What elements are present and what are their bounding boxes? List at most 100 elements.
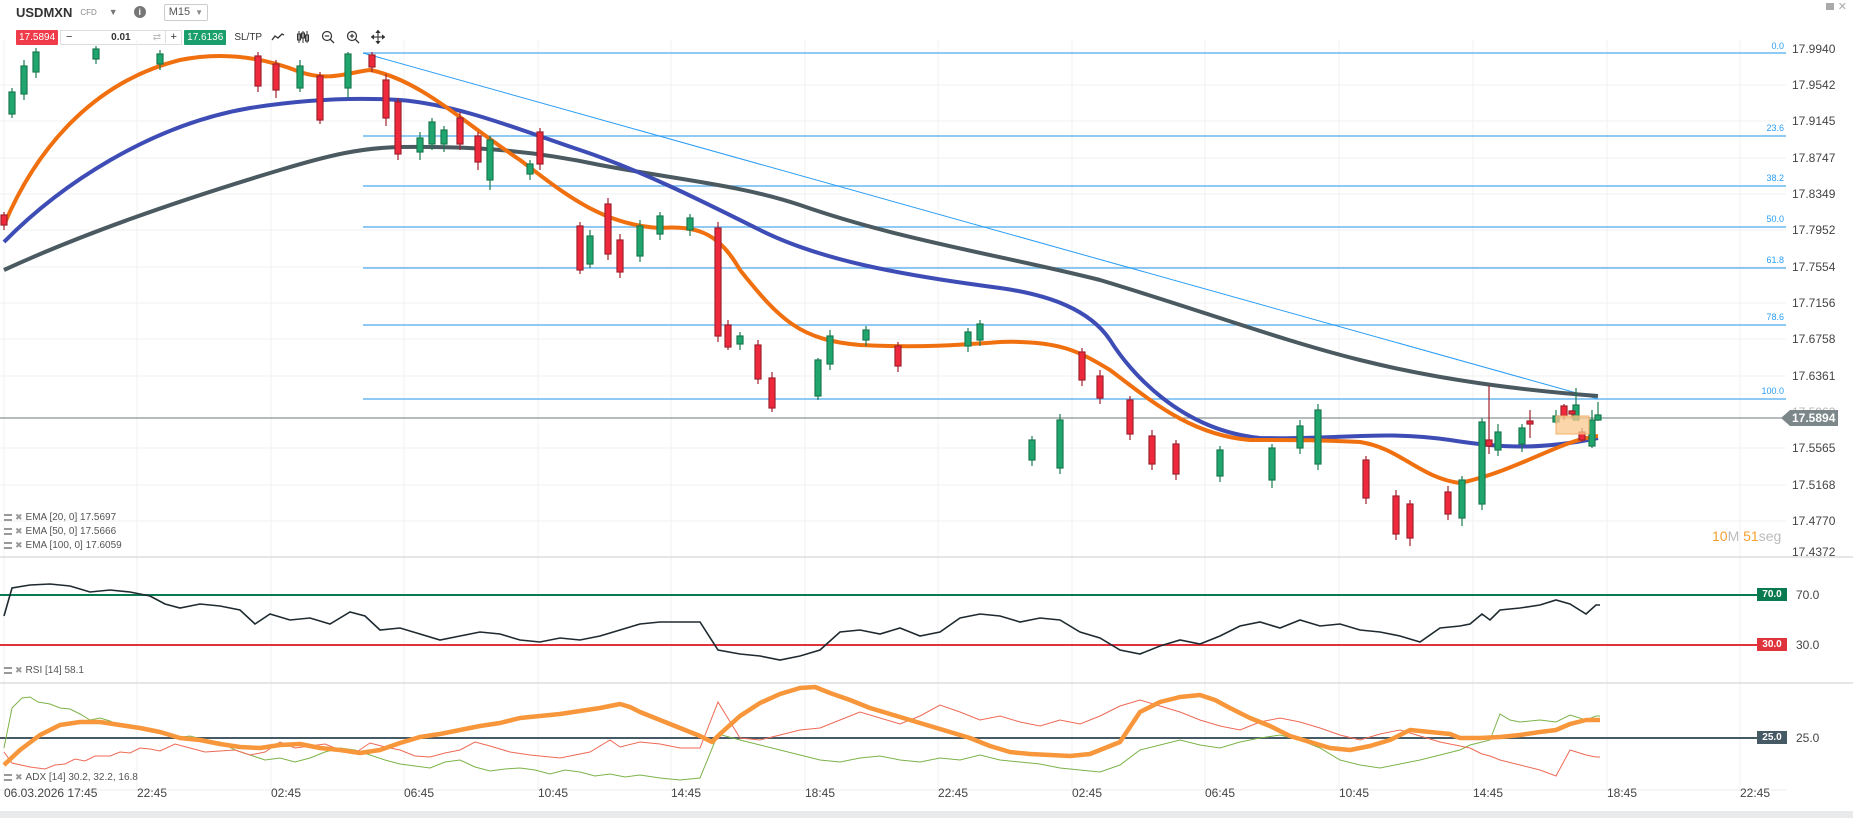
price-tick: 17.6361 xyxy=(1792,369,1836,383)
fib-label: 78.6 xyxy=(1766,312,1784,322)
ema-100-line xyxy=(3,144,1599,398)
price-tick: 17.7952 xyxy=(1792,223,1836,237)
sltp-button[interactable]: SL/TP xyxy=(234,31,263,43)
legend-label: EMA [100, 0] 17.6059 xyxy=(25,540,122,551)
rsi-axis-tick: 70.0 xyxy=(1796,588,1820,602)
swap-icon[interactable]: ⇄ xyxy=(152,31,162,43)
ema-50-line xyxy=(2,96,1599,449)
window-controls: ✕ xyxy=(1825,0,1847,13)
quantity-input[interactable]: 0.01 ⇄ xyxy=(77,32,165,43)
adx-line xyxy=(2,684,1600,767)
time-tick: 06:45 xyxy=(1205,786,1236,800)
settings-icon[interactable] xyxy=(4,542,12,549)
line-chart-icon[interactable] xyxy=(269,29,287,45)
legend-label: EMA [20, 0] 17.5697 xyxy=(25,512,117,523)
candlestick-icon[interactable] xyxy=(294,29,312,45)
buy-price-button[interactable]: 17.6136 xyxy=(184,29,227,45)
quantity-stepper[interactable]: − 0.01 ⇄ + xyxy=(60,29,183,45)
settings-icon[interactable] xyxy=(4,774,12,781)
price-tick: 17.9542 xyxy=(1792,78,1836,92)
horizontal-scrollbar[interactable] xyxy=(0,811,1853,818)
time-tick: 22:45 xyxy=(1740,786,1771,800)
rsi-axis-tick: 30.0 xyxy=(1796,638,1820,652)
price-tick: 17.4770 xyxy=(1792,514,1836,528)
candle-countdown: 10M 51seg xyxy=(1712,528,1781,544)
ema-20-line xyxy=(2,54,1599,486)
remove-icon[interactable]: ✖ xyxy=(15,512,23,522)
remove-icon[interactable]: ✖ xyxy=(15,772,23,782)
crosshair-icon[interactable] xyxy=(369,29,387,45)
timeframe-select[interactable]: M15 ▼ xyxy=(163,3,209,21)
fib-label: 38.2 xyxy=(1766,173,1784,183)
adx-axis-tick: 25.0 xyxy=(1796,731,1820,745)
time-tick: 22:45 xyxy=(938,786,969,800)
price-tick: 17.7554 xyxy=(1792,260,1836,274)
trade-panel: 17.5894 − 0.01 ⇄ + 17.6136 SL/TP xyxy=(16,29,387,45)
price-tick: 17.9940 xyxy=(1792,42,1836,56)
symbol-name[interactable]: USDMXN xyxy=(16,4,73,20)
time-tick: 02:45 xyxy=(271,786,302,800)
legend-ema100[interactable]: ✖ EMA [100, 0] 17.6059 xyxy=(4,540,122,551)
settings-icon[interactable] xyxy=(4,514,12,521)
sell-price-button[interactable]: 17.5894 xyxy=(16,29,59,45)
fib-label: 23.6 xyxy=(1766,123,1784,133)
time-tick: 14:45 xyxy=(1473,786,1504,800)
time-tick: 06.03.2026 17:45 xyxy=(4,786,98,800)
time-tick: 10:45 xyxy=(538,786,569,800)
remove-icon[interactable]: ✖ xyxy=(15,665,23,675)
zoom-in-icon[interactable] xyxy=(344,29,362,45)
fibonacci-levels[interactable] xyxy=(363,52,1786,400)
zoom-out-icon[interactable] xyxy=(319,29,337,45)
instrument-type: CFD xyxy=(80,7,97,17)
rsi-upper-badge: 70.0 xyxy=(1757,588,1787,601)
time-tick: 10:45 xyxy=(1339,786,1370,800)
rsi-line xyxy=(3,583,1600,661)
candlesticks[interactable] xyxy=(0,46,1602,546)
legend-rsi[interactable]: ✖ RSI [14] 58.1 xyxy=(4,665,84,676)
chart-header: USDMXN CFD ▼ i M15 ▼ xyxy=(0,0,1853,24)
legend-label: ADX [14] 30.2, 32.2, 16.8 xyxy=(25,772,138,783)
countdown-minutes: 10 xyxy=(1712,528,1728,544)
fib-label: 0.0 xyxy=(1771,41,1784,51)
current-price-tag: 17.5894 xyxy=(1780,410,1839,426)
fib-label: 50.0 xyxy=(1766,214,1784,224)
price-tick: 17.8349 xyxy=(1792,187,1836,201)
close-icon[interactable]: ✕ xyxy=(1837,1,1847,13)
time-tick: 06:45 xyxy=(404,786,435,800)
price-tick: 17.6758 xyxy=(1792,332,1836,346)
price-tick: 17.7156 xyxy=(1792,296,1836,310)
settings-icon[interactable] xyxy=(4,528,12,535)
countdown-m-label: M xyxy=(1727,528,1740,544)
time-tick: 22:45 xyxy=(137,786,168,800)
di-minus-line xyxy=(3,699,1600,777)
quantity-minus-button[interactable]: − xyxy=(65,31,73,43)
rsi-lower-badge: 30.0 xyxy=(1757,638,1787,651)
price-tick: 17.5565 xyxy=(1792,441,1836,455)
price-tick: 17.9145 xyxy=(1792,114,1836,128)
highlight-zone[interactable] xyxy=(1555,415,1590,435)
legend-adx[interactable]: ✖ ADX [14] 30.2, 32.2, 16.8 xyxy=(4,772,138,783)
minimize-icon[interactable] xyxy=(1825,3,1834,10)
countdown-seconds: 51 xyxy=(1743,528,1759,544)
legend-ema20[interactable]: ✖ EMA [20, 0] 17.5697 xyxy=(4,512,116,523)
info-icon[interactable]: i xyxy=(133,6,146,18)
chevron-down-icon: ▼ xyxy=(195,7,204,17)
quantity-plus-button[interactable]: + xyxy=(165,31,181,43)
price-tick: 17.8747 xyxy=(1792,151,1836,165)
fib-label: 100.0 xyxy=(1761,386,1784,396)
legend-label: RSI [14] 58.1 xyxy=(25,665,84,676)
legend-label: EMA [50, 0] 17.5666 xyxy=(25,526,117,537)
remove-icon[interactable]: ✖ xyxy=(15,540,23,550)
legend-ema50[interactable]: ✖ EMA [50, 0] 17.5666 xyxy=(4,526,116,537)
price-tick: 17.5168 xyxy=(1792,478,1836,492)
time-tick: 18:45 xyxy=(1607,786,1638,800)
timeframe-value: M15 xyxy=(168,6,191,18)
trend-line[interactable] xyxy=(362,52,1599,400)
symbol-dropdown-chevron-icon[interactable]: ▼ xyxy=(108,7,118,17)
remove-icon[interactable]: ✖ xyxy=(15,526,23,536)
settings-icon[interactable] xyxy=(4,667,12,674)
countdown-s-label: seg xyxy=(1758,528,1782,544)
time-tick: 18:45 xyxy=(805,786,836,800)
